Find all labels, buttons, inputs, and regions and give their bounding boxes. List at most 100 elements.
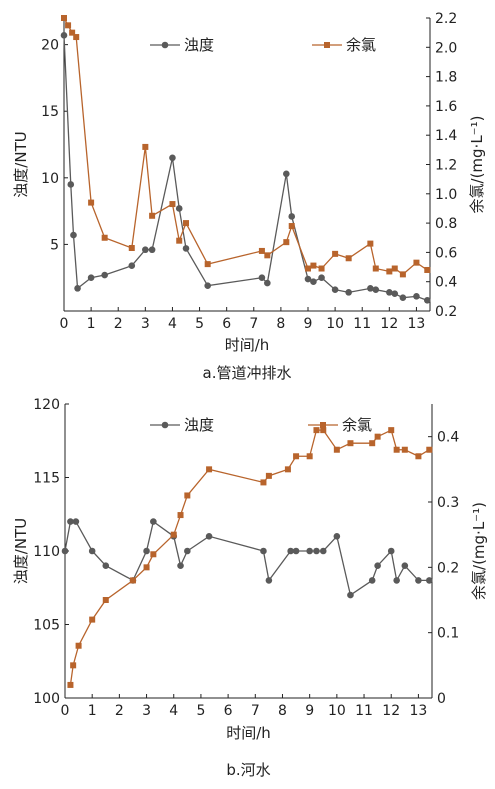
x-tick-label: 12 [382,703,400,719]
turbidity-point [70,231,77,239]
chlorine-point [149,212,156,219]
chart-panel-b: 0 1 2 3 4 5 6 7 8 9 10 11 12 1310010511011512000.10.2… [12,397,488,779]
chlorine-point [393,446,400,453]
chlorine-point [284,466,291,473]
chlorine-point [345,255,352,262]
y-left-tick-label: 15 [41,104,59,120]
chart-panel-a: 0 1 2 3 4 5 6 7 8 9 10 11 12 1351015200.20.40.60.81.0… [12,11,486,382]
chlorine-point [260,479,267,486]
turbidity-point [87,274,95,282]
chlorine-point [391,265,398,272]
turbidity-point [102,562,110,569]
turbidity-point [306,547,313,555]
legend-label: 浊度 [184,416,214,434]
y-left-axis-label: 浊度/NTU [12,518,30,584]
chlorine-point [332,250,339,257]
chlorine-point [310,262,317,269]
chlorine-point [283,239,290,246]
y-right-axis-label: 余氯/(mg·L⁻¹) [470,502,488,600]
legend-marker [161,421,169,429]
turbidity-point [391,290,399,297]
x-tick-label: 9 [304,316,313,332]
turbidity-point [61,547,69,555]
chlorine-point [318,265,325,272]
chlorine-point [305,265,311,272]
turbidity-point [423,297,431,304]
chlorine-point [288,223,295,230]
turbidity-point [372,286,380,293]
chlorine-point [369,440,376,447]
x-tick-label: 0 [61,703,70,719]
turbidity-point [345,289,352,296]
chlorine-point [61,15,67,21]
y-right-axis-label: 余氯/(mg·L⁻¹) [468,116,486,214]
x-axis-label: 时间/h [226,724,271,742]
chlorine-point [265,472,272,479]
chlorine-point [306,453,313,460]
turbidity-point [283,170,290,178]
chlorine-point [206,466,213,473]
turbidity-point [413,293,420,300]
turbidity-point [169,154,176,162]
y-left-tick-label: 105 [33,618,60,634]
turbidity-point [60,32,68,39]
turbidity-point [401,562,409,569]
x-tick-label: 1 [88,703,97,719]
chlorine-point [204,261,211,268]
chlorine-point [170,531,177,538]
y-right-tick-label: 2.2 [435,11,457,27]
turbidity-point [88,547,96,555]
x-tick-label: 2 [114,316,123,332]
x-tick-label: 4 [168,316,177,332]
turbidity-point [143,547,150,555]
y-right-tick-label: 0.2 [437,560,459,576]
chlorine-point [313,427,320,434]
turbidity-point [310,278,317,286]
legend-marker [161,41,169,49]
y-left-tick-label: 10 [41,171,59,187]
chlorine-point [413,259,420,266]
chlorine-point [65,22,72,29]
series-line-turbidity [64,520,430,597]
y-right-tick-label: 0.8 [435,216,457,232]
x-tick-label: 13 [408,316,426,332]
x-tick-label: 11 [353,316,371,332]
chlorine-point [426,446,433,453]
turbidity-point [425,577,433,584]
chlorine-point [399,271,406,278]
chlorine-point [102,597,109,603]
x-tick-label: 6 [224,703,233,719]
y-right-tick-label: 1.2 [435,158,457,174]
turbidity-point [313,547,320,555]
series-line-turbidity [63,35,428,301]
chlorine-point [372,265,379,272]
y-right-tick-label: 0.2 [435,304,457,320]
x-tick-label: 8 [278,703,287,719]
turbidity-point [304,275,312,283]
chlorine-point [142,143,149,150]
x-tick-label: 0 [60,316,69,332]
y-right-tick-label: 2.0 [435,40,457,56]
x-tick-label: 11 [355,703,373,719]
y-right-tick-label: 0.4 [437,430,459,446]
x-tick-label: 5 [195,316,204,332]
chlorine-point [264,252,271,259]
x-tick-label: 1 [87,316,96,332]
chlorine-point [89,616,96,623]
turbidity-point [292,547,300,555]
y-right-tick-label: 1.4 [435,128,457,144]
turbidity-point [184,547,191,555]
turbidity-point [67,181,75,188]
legend-label: 浊度 [184,36,214,54]
x-tick-label: 4 [169,703,178,719]
x-tick-label: 10 [326,316,344,332]
chlorine-point [73,34,80,41]
turbidity-point [368,577,376,584]
chlorine-point [67,681,74,688]
x-tick-label: 9 [305,703,314,719]
chlorine-point [75,642,82,649]
series-line-chlorine [63,17,428,276]
turbidity-point [331,286,339,293]
chlorine-point [424,266,431,273]
